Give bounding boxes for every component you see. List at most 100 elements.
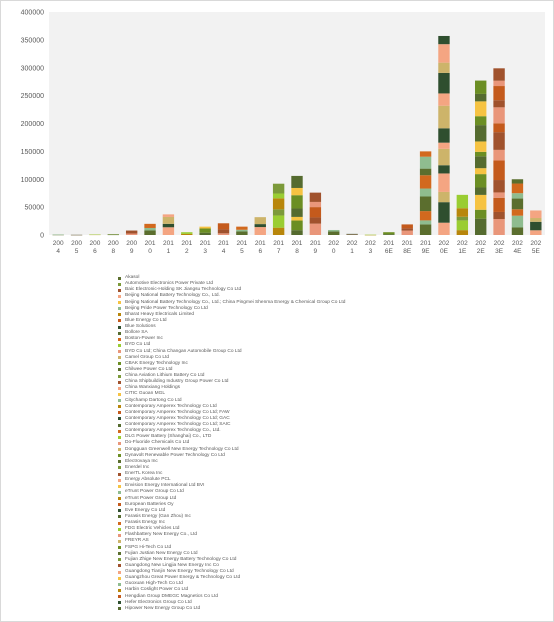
legend-item: Electrovaya Inc — [118, 459, 538, 465]
x-tick-label: 200 — [71, 240, 82, 247]
legend-item: Hefer Electronics Group Co Ltd — [118, 600, 538, 606]
bar-segment — [493, 132, 505, 150]
bar-segment — [438, 191, 450, 203]
x-tick-label: 201 — [145, 240, 156, 247]
legend-item: Energy Absolute PCL — [118, 477, 538, 483]
legend-item: Blue Energy Co Ltd — [118, 318, 538, 324]
bar-segment — [419, 188, 432, 197]
bar-segment — [272, 215, 285, 228]
x-tick-label: 3 — [203, 248, 207, 255]
legend-label: Blue Energy Co Ltd — [125, 317, 167, 323]
legend-item: Do-Fluoride Chemicals Co Ltd — [118, 440, 538, 446]
legend-swatch — [118, 478, 121, 482]
legend-label: Farasis Energy (Gan Zhou) Inc — [125, 513, 191, 519]
legend-label: Hefer Electronics Group Co Ltd — [125, 599, 192, 605]
x-tick-label: 9 — [130, 248, 134, 255]
bar-segment — [475, 101, 487, 117]
legend-item: Flashbattery New Energy Co., Ltd — [118, 532, 538, 538]
legend-swatch — [118, 454, 121, 458]
bar-segment — [493, 211, 505, 220]
legend-swatch — [118, 521, 121, 525]
bar-segment — [475, 168, 487, 175]
legend-item: Automotive Electronics Power Private Ltd — [118, 281, 538, 287]
legend-swatch — [118, 343, 121, 347]
legend-swatch — [118, 527, 121, 531]
bar-segment — [181, 233, 193, 235]
legend-item: eTrunt Power Group Ltd — [118, 496, 538, 502]
legend-label: Chilwee Power Co Ltd — [125, 366, 173, 372]
x-tick-label: 1 — [350, 248, 354, 255]
legend-swatch — [118, 466, 121, 470]
bar-segment — [456, 194, 469, 209]
y-tick-label: 350000 — [21, 37, 44, 44]
bar-segment — [144, 230, 156, 235]
bar-segment — [309, 223, 322, 235]
bar-segment — [254, 217, 266, 225]
bar-segment — [511, 179, 524, 184]
legend-label: Contemporary Amperex Technology Co., Ltd… — [125, 428, 221, 434]
legend-label: Dynavolt Renewable Power Technology Co L… — [125, 452, 225, 458]
bar-segment — [236, 226, 248, 230]
bar-segment — [493, 197, 505, 212]
legend-swatch — [118, 386, 121, 390]
legend-label: Guoxuan High-Tech Co Ltd — [125, 581, 183, 587]
legend-label: BYD Co Ltd — [125, 342, 151, 348]
legend-item: Guangzhou Great Power Energy & Technolog… — [118, 575, 538, 581]
legend-item: CITIC Guoan MGL — [118, 391, 538, 397]
legend-item: BYD Co Ltd; China Changan Automobile Gro… — [118, 349, 538, 355]
bar-segment — [456, 230, 469, 235]
bar-segment — [530, 218, 542, 222]
bar-segment — [456, 216, 469, 221]
legend-swatch — [118, 576, 121, 580]
legend-swatch — [118, 539, 121, 543]
bar-segment — [438, 105, 450, 129]
x-tick-label: 201 — [236, 240, 247, 247]
legend-swatch — [118, 331, 121, 335]
legend-swatch — [118, 429, 121, 433]
legend-item: FDG Electric Vehicles Ltd — [118, 526, 538, 532]
bar-segment — [419, 220, 432, 225]
bar-segment — [181, 232, 193, 234]
legend-swatch — [118, 417, 121, 421]
bar-segment — [291, 230, 303, 235]
legend-swatch — [118, 515, 121, 519]
x-tick-label: 202 — [439, 240, 450, 247]
bar-segment — [493, 219, 505, 235]
bar-segment — [125, 230, 138, 234]
bar-segment — [383, 232, 395, 235]
legend-label: Fujian Justian New Energy Co Ltd — [125, 550, 198, 556]
legend-label: FREYR AS — [125, 538, 149, 544]
bar-segment — [309, 207, 322, 218]
bar-segment — [217, 229, 230, 234]
legend-item: Bollore SA — [118, 330, 538, 336]
legend-item: Contemporary Amperex Technology Co Ltd; … — [118, 422, 538, 428]
legend-item: FSPG Hi-Tech Co Ltd — [118, 545, 538, 551]
bar-segment — [199, 226, 211, 229]
bar-segment — [530, 221, 542, 231]
bar-segment — [328, 229, 340, 232]
bar-segment — [291, 220, 303, 231]
bar-segment — [475, 218, 487, 235]
legend-item: Contemporary Amperex Technology Co Ltd; … — [118, 410, 538, 416]
legend-swatch — [118, 319, 121, 323]
legend-item: Blue Solutions — [118, 324, 538, 330]
x-tick-label: 201 — [163, 240, 174, 247]
legend-label: Fujian Zhige New Energy Battery Technolo… — [125, 556, 237, 562]
legend-item: European Batteries Oy — [118, 502, 538, 508]
bar-segment — [107, 234, 119, 235]
bar-segment — [475, 93, 487, 102]
x-tick-label: 202 — [328, 240, 339, 247]
legend-label: China Shipbuilding Industry Group Power … — [125, 379, 229, 385]
legend-item: Guangdong New Lingjia New Energy Inc Co — [118, 563, 538, 569]
legend-swatch — [118, 350, 121, 354]
bar-segment — [456, 208, 469, 217]
bar-segment — [438, 142, 450, 149]
x-tick-label: 8E — [403, 248, 412, 255]
x-tick-label: 1E — [458, 248, 467, 255]
bar-segment — [291, 187, 303, 196]
x-tick-label: 201 — [420, 240, 431, 247]
legend-label: Contemporary Amperex Technology Co Ltd; … — [125, 415, 230, 421]
x-tick-label: 0 — [148, 248, 152, 255]
x-tick-label: 200 — [53, 240, 64, 247]
x-tick-label: 5 — [75, 248, 79, 255]
